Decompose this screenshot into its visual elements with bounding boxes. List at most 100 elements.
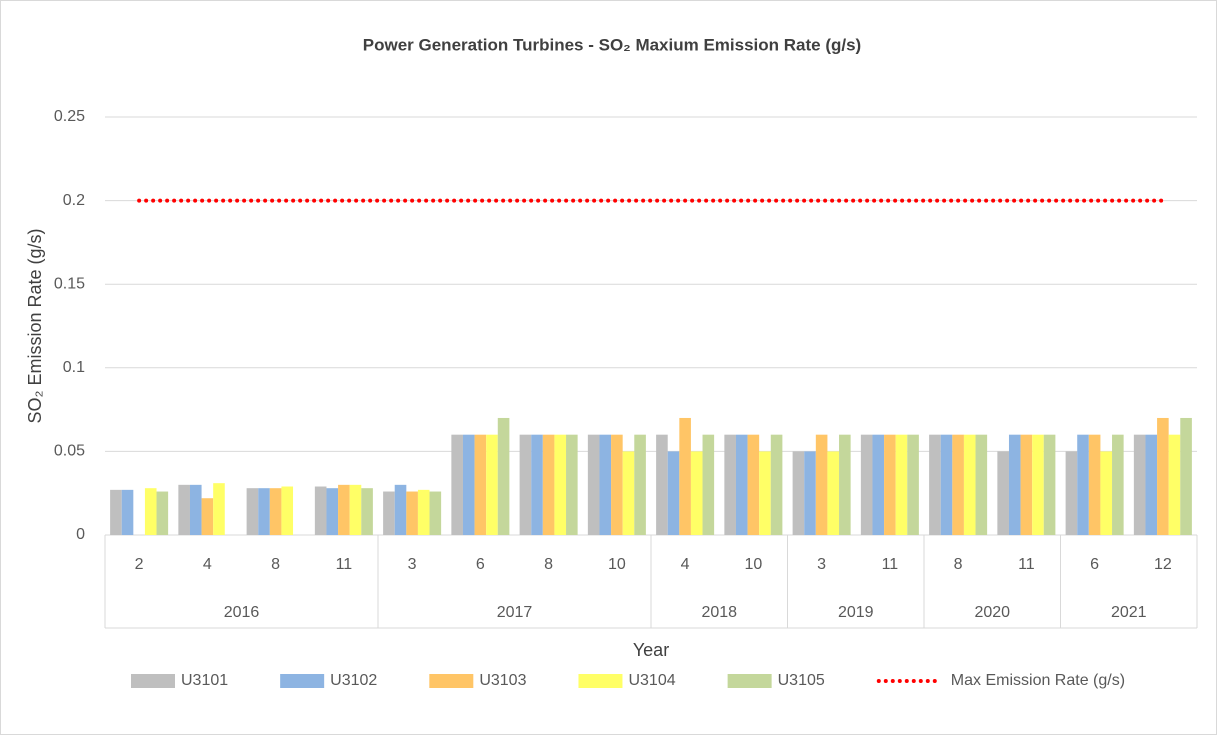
bar — [827, 451, 840, 535]
y-tick-label: 0.1 — [63, 359, 85, 376]
bar — [1020, 434, 1033, 535]
bar — [963, 434, 976, 535]
bar — [462, 434, 475, 535]
y-tick-label: 0.05 — [54, 443, 85, 460]
legend-swatch — [578, 674, 623, 688]
x-tick-label: 8 — [544, 556, 553, 573]
bar — [907, 434, 919, 535]
bar — [1065, 451, 1078, 535]
bar — [519, 434, 532, 535]
x-tick-label: 8 — [271, 556, 280, 573]
x-tick-label: 10 — [608, 556, 626, 573]
x-tick-label: 11 — [882, 556, 899, 573]
bar — [417, 489, 430, 535]
bar — [326, 488, 339, 535]
bar — [611, 434, 623, 535]
bar — [622, 451, 635, 535]
chart-title: Power Generation Turbines - SO₂ Maxium E… — [363, 35, 861, 54]
bar — [1168, 434, 1181, 535]
bar — [656, 434, 668, 535]
bar — [587, 434, 600, 535]
bar — [394, 484, 407, 535]
bar — [599, 434, 612, 535]
legend-label: U3102 — [330, 672, 377, 689]
x-tick-label: 3 — [408, 556, 417, 573]
bar — [702, 434, 715, 535]
x-tick-label: 4 — [203, 556, 212, 573]
legend-label: Max Emission Rate (g/s) — [951, 672, 1125, 689]
bar — [1032, 434, 1044, 535]
x-tick-label: 2 — [135, 556, 144, 573]
bar — [759, 451, 771, 535]
legend-label: U3103 — [479, 672, 526, 689]
bar — [860, 434, 873, 535]
bar — [361, 488, 373, 535]
bar — [975, 434, 988, 535]
bar — [554, 434, 567, 535]
y-tick-label: 0 — [76, 526, 85, 543]
bar — [1043, 434, 1056, 535]
bar — [406, 491, 418, 535]
y-axis-title: SO₂ Emission Rate (g/s) — [25, 228, 45, 423]
bar — [121, 489, 134, 535]
x-tick-label: 3 — [817, 556, 826, 573]
bar — [1077, 434, 1089, 535]
y-tick-label: 0.25 — [54, 108, 85, 125]
legend-swatch — [280, 674, 325, 688]
bar — [952, 434, 964, 535]
bar — [1133, 434, 1146, 535]
x-tick-label: 6 — [1090, 556, 1099, 573]
legend-swatch — [131, 674, 175, 688]
bar — [497, 417, 510, 535]
x-tick-label: 11 — [336, 556, 353, 573]
bar — [679, 417, 691, 535]
y-tick-label: 0.15 — [54, 275, 85, 292]
bar — [566, 434, 578, 535]
bar — [895, 434, 908, 535]
bar — [1112, 434, 1124, 535]
x-tick-label: 4 — [681, 556, 690, 573]
bar — [144, 488, 157, 535]
bar — [451, 434, 463, 535]
legend-swatch — [727, 674, 772, 688]
bar — [474, 434, 487, 535]
bar — [690, 451, 703, 535]
bar — [1088, 434, 1101, 535]
y-tick-label: 0.2 — [63, 192, 85, 209]
bar — [792, 451, 805, 535]
x-tick-label: 10 — [744, 556, 762, 573]
x-axis-title: Year — [633, 640, 669, 660]
bar — [213, 483, 225, 535]
bar — [201, 498, 214, 535]
x-group-label: 2016 — [224, 604, 260, 621]
bar — [1008, 434, 1021, 535]
bar — [383, 491, 395, 535]
x-group-label: 2017 — [497, 604, 533, 621]
bar — [1180, 417, 1192, 535]
bar — [246, 488, 259, 535]
bar — [997, 451, 1009, 535]
legend-swatch — [429, 674, 474, 688]
legend-label: U3104 — [628, 672, 675, 689]
bar — [429, 491, 442, 535]
bar — [884, 434, 896, 535]
bar — [667, 451, 680, 535]
x-tick-label: 6 — [476, 556, 485, 573]
x-group-label: 2018 — [701, 604, 737, 621]
bar — [747, 434, 760, 535]
bar — [189, 484, 202, 535]
bar — [929, 434, 941, 535]
bar — [735, 434, 748, 535]
bar — [940, 434, 953, 535]
x-tick-label: 12 — [1154, 556, 1172, 573]
bar — [531, 434, 543, 535]
bar — [156, 491, 169, 535]
x-group-label: 2019 — [838, 604, 874, 621]
bar — [1100, 451, 1113, 535]
bar — [178, 484, 190, 535]
bar — [110, 489, 122, 535]
bar — [281, 486, 294, 535]
bar — [258, 488, 270, 535]
bar — [815, 434, 828, 535]
